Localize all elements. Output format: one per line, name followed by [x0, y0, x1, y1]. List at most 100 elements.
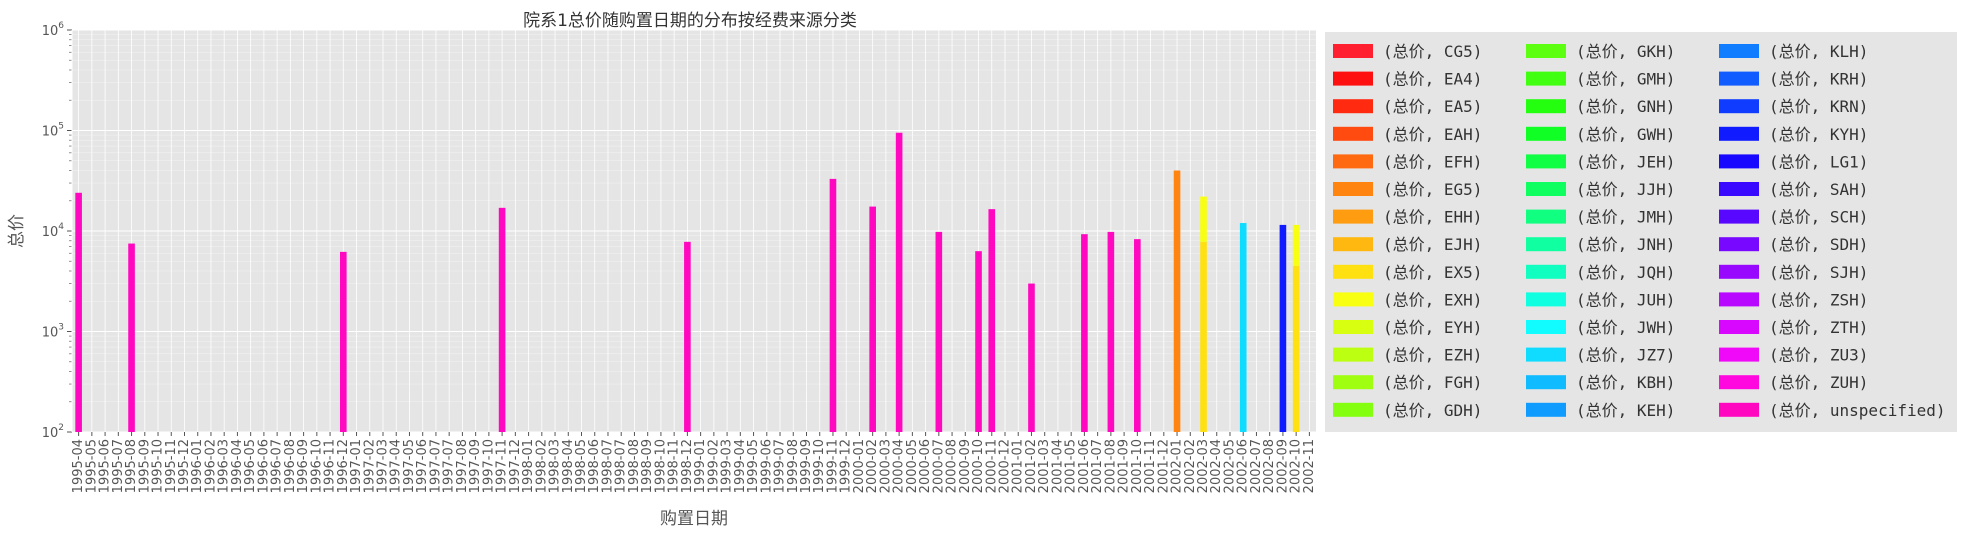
- bar-segment: [1239, 223, 1247, 432]
- x-tick-label: 1996-09: [296, 439, 311, 493]
- x-tick-label: 2001-05: [1064, 439, 1079, 493]
- x-tick-label: 2002-03: [1196, 439, 1211, 493]
- legend-label: (总价, KLH): [1769, 42, 1868, 61]
- x-tick-label: 1998-01: [521, 439, 536, 493]
- x-tick-label: 1999-11: [825, 439, 840, 493]
- x-tick-label: 2001-04: [1050, 439, 1065, 493]
- legend-swatch: [1333, 237, 1373, 252]
- bar-segment: [1081, 234, 1088, 432]
- x-tick-label: 2002-10: [1289, 439, 1304, 493]
- bar-segment: [1279, 224, 1287, 432]
- legend-swatch: [1526, 292, 1566, 307]
- legend-label: (总价, KEH): [1576, 401, 1675, 420]
- x-tick-label: 2001-06: [1077, 439, 1092, 493]
- x-tick-label: 1995-07: [111, 439, 126, 493]
- x-tick-label: 2001-01: [1011, 439, 1026, 493]
- x-tick-label: 1997-04: [389, 439, 404, 493]
- x-tick-label: 2000-01: [852, 439, 867, 493]
- bar-segment: [1134, 239, 1141, 432]
- x-tick-label: 2001-02: [1024, 439, 1039, 493]
- legend-swatch: [1333, 71, 1373, 86]
- x-tick-label: 1997-07: [442, 439, 457, 493]
- x-tick-label: 1999-05: [746, 439, 761, 493]
- legend-label: (总价, SDH): [1769, 235, 1868, 254]
- x-tick-label: 1999-12: [839, 439, 854, 493]
- legend-label: (总价, EJH): [1383, 235, 1482, 254]
- x-tick-label: 2001-10: [1130, 439, 1145, 493]
- legend-swatch: [1333, 182, 1373, 196]
- x-tick-label: 1998-10: [653, 439, 668, 493]
- legend-label: (总价, ZTH): [1769, 318, 1868, 337]
- x-tick-label: 1996-01: [190, 439, 205, 493]
- legend-swatch: [1526, 209, 1566, 224]
- bar-segment: [1173, 170, 1181, 432]
- legend-label: (总价, EHH): [1383, 208, 1482, 227]
- x-tick-label: 1997-02: [362, 439, 377, 493]
- x-tick-label: 2001-03: [1037, 439, 1052, 493]
- x-axis: 1995-041995-051995-061995-071995-081995-…: [71, 432, 1317, 493]
- bar-segment: [975, 251, 982, 432]
- x-tick-label: 1996-07: [270, 439, 285, 493]
- legend-label: (总价, ZUH): [1769, 373, 1868, 392]
- legend-label: (总价, SCH): [1769, 208, 1868, 227]
- x-tick-label: 1997-09: [468, 439, 483, 493]
- x-tick-label: 1998-03: [548, 439, 563, 493]
- x-tick-label: 2002-04: [1209, 439, 1224, 493]
- x-tick-label: 1995-04: [71, 439, 86, 493]
- x-tick-label: 2002-01: [1170, 439, 1185, 493]
- legend-swatch: [1333, 154, 1373, 169]
- legend-label: (总价, GDH): [1383, 401, 1482, 420]
- legend-label: (总价, JMH): [1576, 208, 1675, 227]
- x-tick-label: 1997-03: [376, 439, 391, 493]
- legend-swatch: [1526, 126, 1566, 141]
- legend-box: [1325, 32, 1957, 432]
- bar-segment: [128, 243, 135, 432]
- legend-swatch: [1526, 154, 1566, 169]
- legend-swatch: [1333, 126, 1373, 141]
- legend-label: (总价, GWH): [1576, 125, 1675, 144]
- x-tick-label: 1997-06: [415, 439, 430, 493]
- x-tick-label: 1998-04: [561, 439, 576, 493]
- x-tick-label: 2000-05: [905, 439, 920, 493]
- legend-label: (总价, SJH): [1769, 263, 1868, 282]
- x-tick-label: 2000-12: [998, 439, 1013, 493]
- legend-swatch: [1719, 44, 1759, 58]
- y-tick-label: 102: [42, 423, 64, 441]
- x-tick-label: 1998-05: [574, 439, 589, 493]
- x-tick-label: 2000-09: [958, 439, 973, 493]
- bar-segment: [988, 209, 996, 432]
- bar-segment: [339, 251, 347, 432]
- legend-swatch: [1526, 375, 1566, 390]
- legend-label: (总价, FGH): [1383, 373, 1482, 392]
- legend-label: (总价, SAH): [1769, 180, 1868, 199]
- x-tick-label: 2001-11: [1143, 439, 1158, 493]
- x-tick-label: 1996-04: [230, 439, 245, 493]
- legend-swatch: [1333, 292, 1373, 307]
- legend-swatch: [1719, 320, 1759, 334]
- legend-swatch: [1333, 375, 1373, 390]
- x-tick-label: 2002-07: [1249, 439, 1264, 493]
- x-tick-label: 2001-09: [1117, 439, 1132, 493]
- legend-label: (总价, LG1): [1769, 152, 1868, 171]
- x-tick-label: 2000-10: [971, 439, 986, 493]
- x-tick-label: 1999-10: [812, 439, 827, 493]
- legend-label: (总价, KYH): [1769, 125, 1868, 144]
- x-tick-label: 2002-06: [1236, 439, 1251, 493]
- x-tick-label: 1995-11: [164, 439, 179, 493]
- legend-label: (总价, KRH): [1769, 70, 1868, 89]
- legend-label: (总价, KBH): [1576, 373, 1675, 392]
- bar-segment: [895, 132, 903, 433]
- y-axis: 102 103 104 105 106: [42, 21, 73, 441]
- x-tick-label: 1999-04: [733, 439, 748, 493]
- legend-label: (总价, ZU3): [1769, 346, 1868, 365]
- legend-swatch: [1333, 264, 1373, 279]
- legend-swatch: [1719, 182, 1759, 196]
- x-tick-label: 1999-02: [706, 439, 721, 493]
- x-tick-label: 2002-02: [1183, 439, 1198, 493]
- bar-segment: [1107, 231, 1115, 432]
- x-tick-label: 1996-10: [309, 439, 324, 493]
- legend-swatch: [1526, 320, 1566, 334]
- legend-swatch: [1333, 402, 1373, 417]
- x-tick-label: 1998-07: [600, 439, 615, 493]
- x-tick-label: 2001-08: [1103, 439, 1118, 493]
